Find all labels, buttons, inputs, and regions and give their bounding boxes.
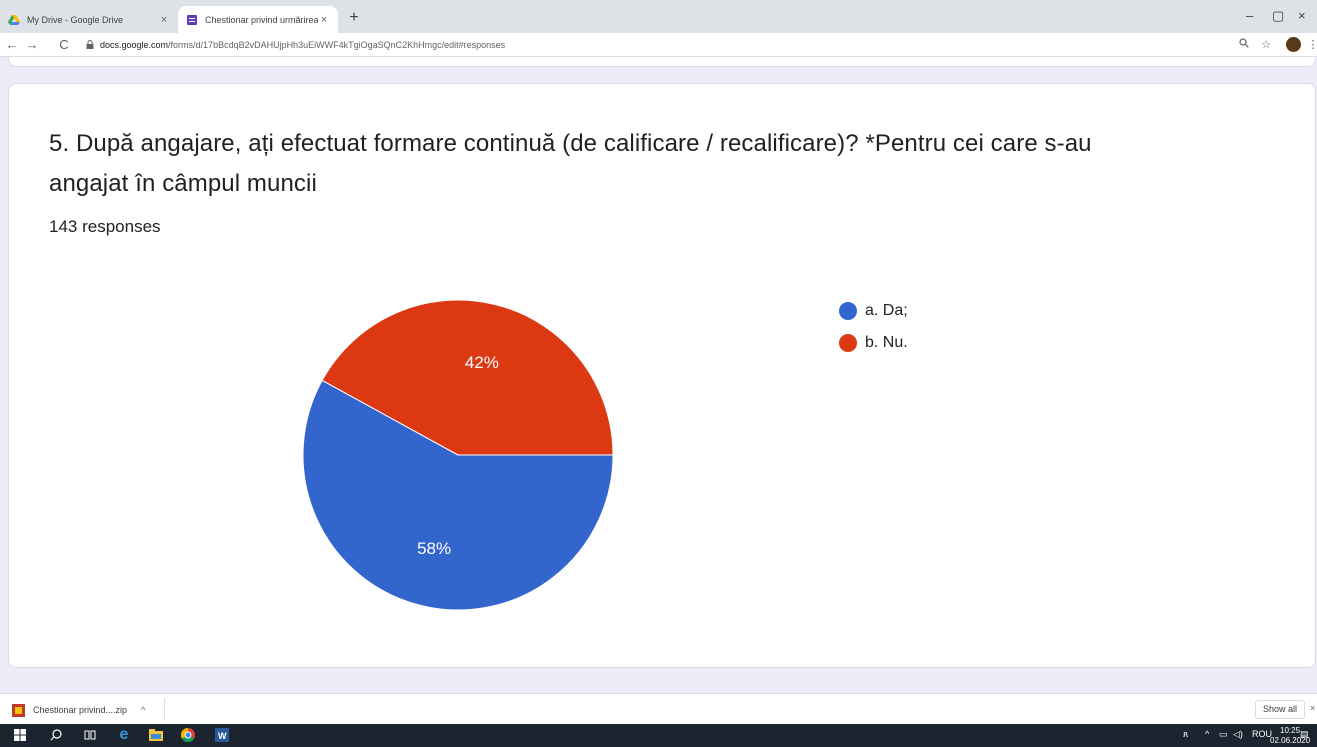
task-view-icon[interactable]: [82, 727, 98, 743]
previous-card-edge: [8, 57, 1316, 67]
menu-icon[interactable]: ⋮: [1307, 39, 1317, 51]
network-icon[interactable]: ▭: [1219, 729, 1228, 739]
chevron-up-icon[interactable]: ^: [1205, 729, 1210, 739]
input-language[interactable]: ROU: [1252, 729, 1272, 739]
show-all-button[interactable]: Show all: [1255, 700, 1305, 719]
google-drive-icon: [8, 14, 20, 25]
legend-label: b. Nu.: [865, 334, 908, 351]
new-tab-button[interactable]: +: [349, 9, 359, 26]
close-window-button[interactable]: ×: [1298, 8, 1306, 23]
svg-text:W: W: [218, 731, 227, 741]
address-bar[interactable]: docs.google.com /forms/d/17bBcdqB2vDAHUj…: [86, 36, 1236, 54]
clock-time: 10:25: [1280, 726, 1301, 735]
chrome-icon[interactable]: [180, 727, 196, 743]
question-title: 5. După angajare, ați efectuat formare c…: [49, 130, 1092, 197]
legend-item-da: a. Da;: [839, 302, 908, 320]
zoom-icon[interactable]: [1237, 38, 1251, 51]
legend-item-nu: b. Nu.: [839, 334, 908, 352]
windows-start-icon[interactable]: [12, 727, 28, 743]
volume-icon[interactable]: ◁): [1233, 729, 1243, 739]
tab-title: My Drive - Google Drive: [27, 14, 124, 25]
response-count: 143 responses: [49, 217, 161, 236]
minimize-button[interactable]: –: [1246, 8, 1254, 23]
close-download-bar-icon[interactable]: ×: [1310, 703, 1316, 713]
word-icon[interactable]: W: [214, 727, 230, 743]
pie-chart: 58% 42%: [302, 299, 614, 611]
google-forms-icon: [187, 14, 197, 25]
back-button[interactable]: ←: [5, 37, 19, 52]
people-icon[interactable]: ጸ: [1183, 729, 1189, 739]
bookmark-star-icon[interactable]: ☆: [1261, 39, 1271, 51]
legend-swatch: [839, 302, 857, 320]
download-item[interactable]: Chestionar privind....zip ^: [12, 700, 145, 720]
tab-close-icon[interactable]: ×: [320, 13, 328, 26]
tab-chestionar[interactable]: Chestionar privind urmărirea tra ×: [178, 6, 338, 33]
clock[interactable]: 10:25 02.06.2020: [1270, 726, 1310, 746]
search-icon[interactable]: [48, 727, 64, 743]
response-card: 5. După angajare, ați efectuat formare c…: [8, 83, 1316, 668]
edge-browser-icon[interactable]: e: [119, 726, 129, 743]
download-filename: Chestionar privind....zip: [33, 705, 128, 715]
taskbar: e W ጸ ^ ▭ ◁) ROU 10:25 02.06.2020 ▤: [0, 724, 1317, 747]
forward-button[interactable]: →: [25, 37, 39, 52]
legend-label: a. Da;: [865, 302, 908, 319]
pie-value-label: 42%: [465, 353, 499, 372]
file-explorer-icon[interactable]: [148, 727, 164, 743]
maximize-button[interactable]: ▢: [1272, 8, 1285, 23]
reload-button[interactable]: C: [59, 37, 69, 52]
profile-avatar[interactable]: [1286, 37, 1301, 52]
download-bar: Chestionar privind....zip ^ Show all ×: [0, 693, 1317, 724]
url-path: /forms/d/17bBcdqB2vDAHUjpHh3uEiWWF4kTgiO…: [168, 40, 506, 50]
divider: [164, 698, 165, 720]
pie-slice-da[interactable]: [302, 379, 614, 611]
tab-strip: My Drive - Google Drive × Chestionar pri…: [0, 0, 1317, 33]
pie-value-label: 58%: [417, 539, 451, 558]
tab-close-icon[interactable]: ×: [160, 13, 168, 26]
chevron-up-icon[interactable]: ^: [141, 705, 146, 715]
browser-toolbar: ← → C docs.google.com /forms/d/17bBcdqB2…: [0, 33, 1317, 57]
zip-file-icon: [12, 703, 25, 717]
tab-my-drive[interactable]: My Drive - Google Drive ×: [0, 6, 178, 33]
pie-slice-nu[interactable]: [321, 299, 614, 456]
tab-title: Chestionar privind urmărirea tra: [205, 14, 318, 25]
clock-date: 02.06.2020: [1270, 736, 1311, 745]
url-host: docs.google.com: [100, 40, 169, 50]
legend-swatch: [839, 334, 857, 352]
notifications-icon[interactable]: ▤: [1300, 729, 1309, 739]
lock-icon: [86, 39, 100, 51]
